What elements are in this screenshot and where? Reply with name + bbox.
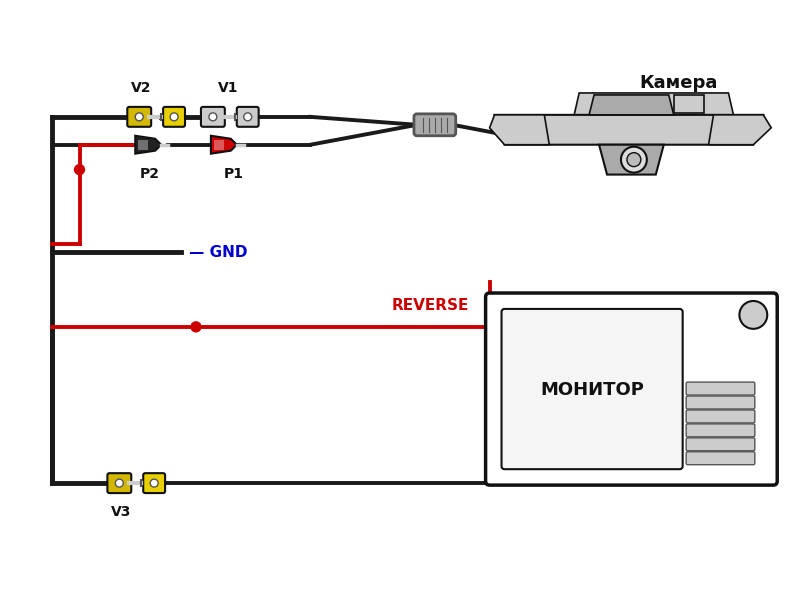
Circle shape: [209, 113, 217, 121]
Circle shape: [621, 147, 647, 173]
FancyBboxPatch shape: [686, 438, 755, 451]
Polygon shape: [589, 95, 674, 115]
FancyBboxPatch shape: [686, 452, 755, 465]
Circle shape: [74, 165, 85, 175]
Polygon shape: [135, 136, 161, 154]
FancyBboxPatch shape: [201, 107, 225, 127]
FancyBboxPatch shape: [686, 410, 755, 423]
Text: V1: V1: [218, 81, 238, 95]
Polygon shape: [494, 115, 763, 144]
Circle shape: [115, 479, 123, 487]
Text: — GND: — GND: [189, 244, 247, 260]
Circle shape: [627, 153, 641, 166]
Bar: [138, 140, 148, 150]
Circle shape: [135, 113, 143, 121]
Polygon shape: [599, 144, 664, 175]
FancyBboxPatch shape: [686, 382, 755, 395]
FancyBboxPatch shape: [486, 293, 778, 485]
FancyBboxPatch shape: [143, 473, 165, 493]
FancyBboxPatch shape: [127, 107, 151, 127]
Text: V2: V2: [131, 81, 151, 95]
Circle shape: [150, 479, 158, 487]
FancyBboxPatch shape: [107, 473, 131, 493]
Polygon shape: [574, 93, 734, 115]
Polygon shape: [490, 115, 550, 144]
Text: V3: V3: [111, 505, 131, 519]
Text: МОНИТОР: МОНИТОР: [540, 381, 644, 398]
Circle shape: [191, 322, 201, 332]
FancyBboxPatch shape: [686, 396, 755, 409]
Polygon shape: [709, 115, 771, 144]
Bar: [674, 95, 703, 113]
FancyBboxPatch shape: [163, 107, 185, 127]
FancyBboxPatch shape: [237, 107, 258, 127]
Text: P2: P2: [140, 166, 160, 181]
Text: P1: P1: [224, 166, 244, 181]
Circle shape: [170, 113, 178, 121]
Circle shape: [244, 113, 252, 121]
FancyBboxPatch shape: [414, 114, 456, 136]
Text: REVERSE: REVERSE: [391, 298, 469, 313]
Polygon shape: [211, 136, 237, 154]
FancyBboxPatch shape: [502, 309, 682, 469]
Bar: [214, 140, 224, 150]
Text: Камера: Камера: [639, 74, 718, 92]
Circle shape: [739, 301, 767, 329]
FancyBboxPatch shape: [686, 424, 755, 437]
